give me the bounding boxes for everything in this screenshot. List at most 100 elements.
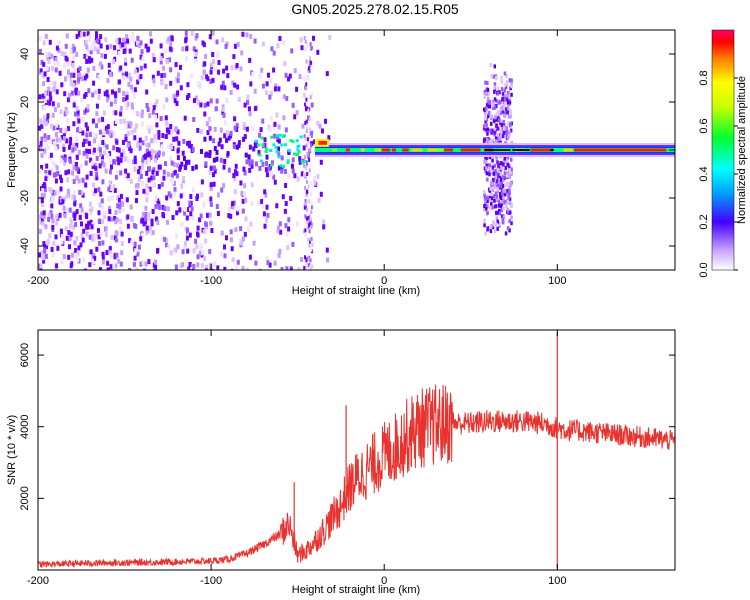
noise-cell [77,245,81,251]
noise-cell [44,121,48,127]
noise-cell [49,210,53,216]
noise-cell [93,162,97,168]
noise-cell [159,55,163,61]
burst-cell [490,130,493,135]
noise-cell [130,129,134,135]
noise-cell [164,134,168,139]
noise-cell [54,146,58,152]
noise-cell [102,162,106,168]
noise-cell [147,128,151,134]
noise-cell [46,55,50,61]
noise-cell [89,49,93,55]
noise-cell [305,258,308,263]
burst-cell [510,78,513,83]
noise-cell [163,72,167,78]
burst-cell [484,160,488,165]
noise-cell [65,33,69,39]
noise-cell [169,250,173,256]
noise-cell [86,48,90,54]
noise-cell [65,193,69,199]
noise-cell [248,161,252,167]
noise-cell [112,110,116,116]
noise-cell [196,225,200,231]
burst-cell [504,192,507,197]
burst-cell [486,165,490,170]
noise-cell [108,169,112,175]
noise-cell [117,258,121,264]
noise-cell [146,107,150,112]
y-tick-label: 2000 [19,486,31,510]
noise-cell [52,172,56,178]
burst-cell [496,219,500,224]
noise-cell [85,132,89,138]
noise-cell [182,138,186,144]
noise-cell [127,158,131,164]
noise-cell [144,261,148,267]
noise-cell [137,176,141,182]
colorbar-frame [711,29,735,271]
noise-cell [246,99,250,105]
noise-cell [220,230,224,236]
noise-cell [178,166,182,172]
noise-cell [235,144,239,150]
noise-cell [82,150,86,156]
noise-cell [148,225,152,231]
noise-cell [38,36,42,42]
noise-cell [130,88,134,94]
noise-cell [100,64,104,70]
noise-cell [92,147,96,153]
noise-cell [225,65,229,71]
burst-cell [492,171,496,176]
noise-cell [209,79,213,84]
noise-cell [121,201,124,207]
noise-cell [239,180,243,186]
noise-cell [236,210,239,216]
noise-cell [38,252,41,258]
noise-cell [242,125,246,131]
noise-cell [284,127,288,133]
noise-cell [43,71,47,77]
noise-cell [280,267,284,270]
noise-cell [252,146,256,152]
noise-cell [158,164,162,170]
noise-cell [268,127,272,133]
burst-cell [508,108,511,113]
noise-cell [54,178,58,184]
noise-cell [119,170,123,176]
noise-cell [291,157,295,163]
noise-cell [146,213,150,219]
noise-cell [254,143,258,149]
noise-cell [152,268,156,270]
burst-cell [494,204,498,209]
noise-cell [194,51,198,57]
noise-cell [194,164,198,170]
burst-cell [503,71,507,76]
noise-cell [114,93,118,99]
noise-cell [253,106,257,112]
burst-cell [499,177,503,182]
noise-cell [74,222,78,227]
noise-cell [192,248,196,254]
burst-cell [486,131,489,136]
noise-cell [287,226,291,232]
noise-cell [181,191,185,197]
noise-cell [280,168,284,174]
noise-cell [94,233,98,239]
noise-cell [65,207,69,213]
noise-cell [265,81,269,87]
burst-cell [504,83,507,88]
noise-cell [284,169,287,174]
burst-cell [508,78,512,82]
noise-cell [309,216,312,221]
noise-cell [303,163,305,168]
noise-cell [237,140,241,146]
noise-cell [114,263,118,269]
noise-cell [153,134,157,140]
noise-cell [108,151,112,157]
noise-cell [138,169,142,175]
noise-cell [284,223,288,229]
noise-cell [95,103,99,109]
noise-cell [247,158,251,164]
burst-cell [509,128,513,133]
